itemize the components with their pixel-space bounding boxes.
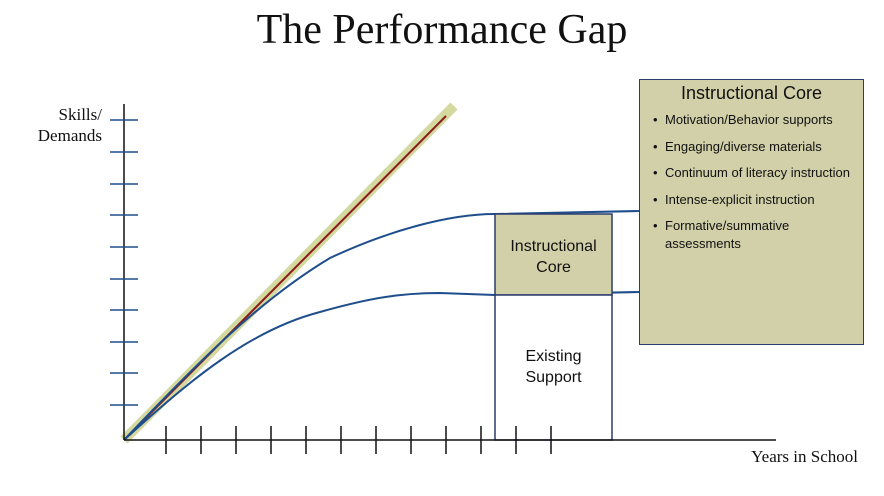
panel-list: Motivation/Behavior supports Engaging/di… [640, 111, 863, 252]
y-axis-label-line-1: Skills/ [58, 105, 102, 124]
upper-performance-curve [123, 210, 640, 441]
panel-title: Instructional Core [680, 83, 823, 103]
x-axis-ticks [165, 426, 552, 454]
existing-support-label-line-1: Existing [525, 348, 582, 365]
panel-item-explicit-instruction: Intense-explicit instruction [653, 191, 855, 209]
existing-support-label-line-2: Support [525, 369, 582, 386]
lower-performance-curve [123, 291, 640, 441]
y-axis-label-line-2: Demands [37, 126, 102, 145]
panel-item-motivation: Motivation/Behavior supports [653, 111, 855, 129]
x-axis-label: Years in School [751, 447, 858, 466]
y-axis-ticks [110, 119, 138, 406]
y-axis-label: Skills/ Demands [14, 104, 102, 146]
instructional-core-panel: Instructional Core Motivation/Behavior s… [639, 79, 864, 345]
panel-item-assessments: Formative/summative assessments [653, 217, 855, 252]
slide-title: The Performance Gap [256, 7, 628, 53]
instructional-core-box [494, 213, 613, 296]
instructional-core-label-line-1: Instructional [510, 238, 597, 255]
instructional-core-box-label: Instructional Core [495, 236, 612, 278]
panel-item-materials: Engaging/diverse materials [653, 138, 855, 156]
existing-support-box-label: Existing Support [495, 346, 612, 388]
panel-item-literacy: Continuum of literacy instruction [653, 164, 855, 182]
existing-support-box [494, 294, 613, 441]
instructional-core-label-line-2: Core [536, 259, 571, 276]
